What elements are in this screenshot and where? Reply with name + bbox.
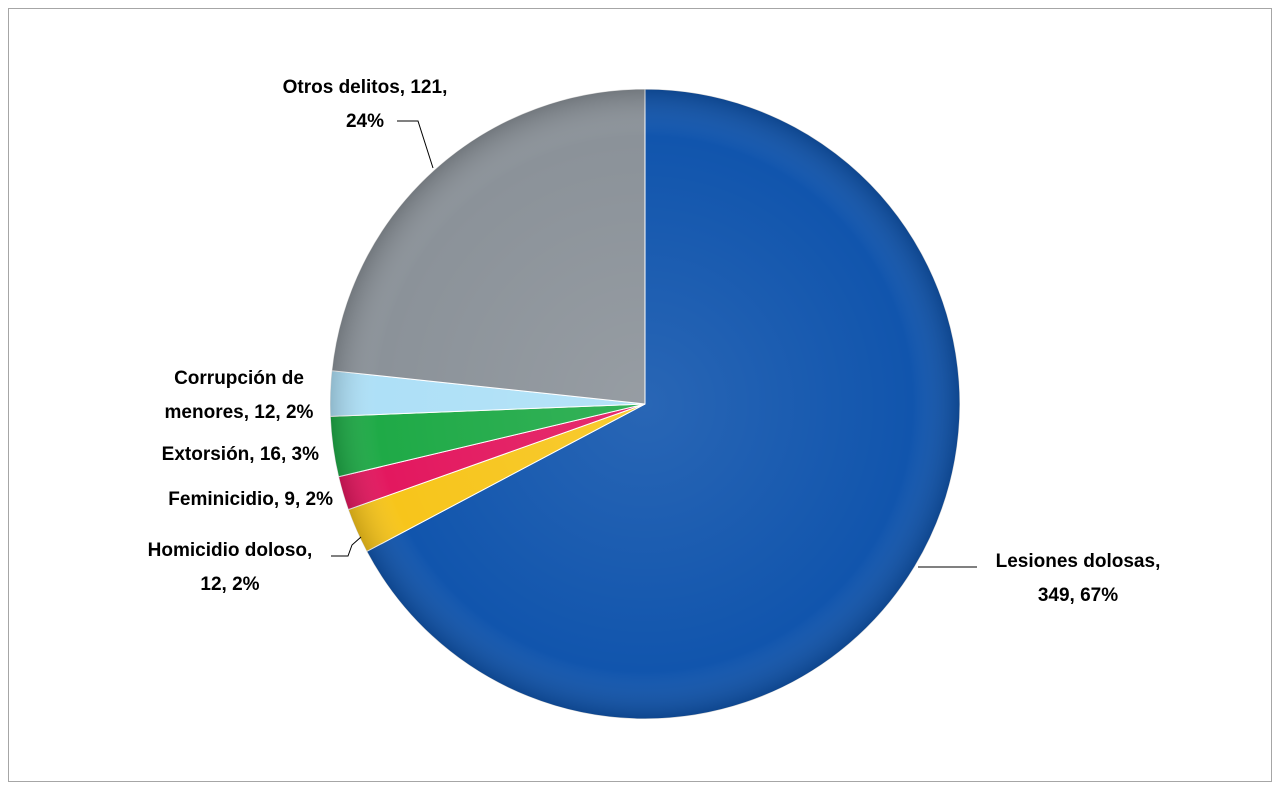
leader-lines <box>331 120 977 568</box>
label-lesiones-line2: 349, 67% <box>1038 585 1118 606</box>
label-otros-line2: 24% <box>346 111 384 132</box>
data-labels: Lesiones dolosas, 349, 67% Homicidio dol… <box>148 77 1161 606</box>
leader-homicidio <box>331 536 362 557</box>
pie-slices <box>329 88 961 720</box>
label-corrupcion-line2: menores, 12, 2% <box>165 402 314 423</box>
label-feminicidio: Feminicidio, 9, 2% <box>168 489 333 510</box>
label-otros-line1: Otros delitos, 121, <box>283 77 448 98</box>
label-corrupcion-line1: Corrupción de <box>174 368 304 389</box>
label-lesiones-line1: Lesiones dolosas, <box>996 551 1161 572</box>
label-homicidio-line2: 12, 2% <box>200 574 259 595</box>
pie-slice-otros-delitos <box>331 88 646 405</box>
leader-otros <box>397 120 434 169</box>
label-homicidio-line1: Homicidio doloso, <box>148 540 313 561</box>
label-extorsion: Extorsión, 16, 3% <box>162 444 319 465</box>
